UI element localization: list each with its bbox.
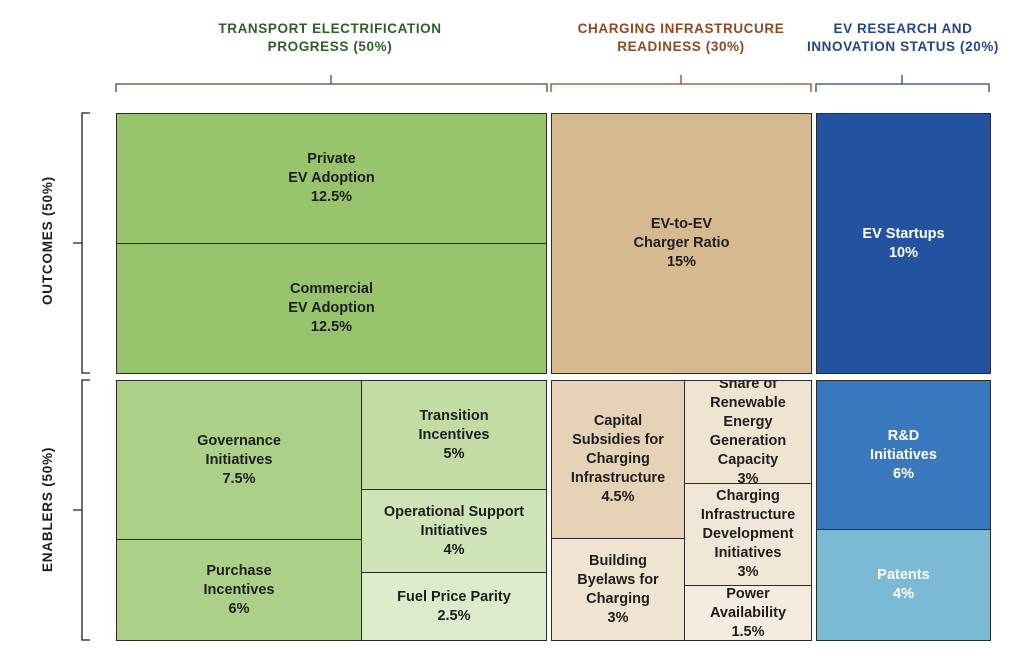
cell-label: Purchase Incentives 6%	[203, 562, 275, 617]
charging-bracket	[550, 75, 812, 92]
cell-label: Private EV Adoption 12.5%	[288, 151, 375, 205]
cell-label: Power Availability 1.5%	[709, 585, 787, 640]
cell-label: Capital Subsidies for Charging Infrastru…	[570, 413, 666, 505]
row-label-enablers: ENABLERS (50%)	[40, 446, 55, 572]
header-transport: TRANSPORT ELECTRIFICATION PROGRESS (50%)	[218, 21, 442, 54]
cell-label: Share of Renewable Energy Generation Cap…	[709, 380, 787, 484]
transport-bracket	[115, 75, 548, 92]
cell-label: Building Byelaws for Charging 3%	[577, 552, 659, 626]
row-label-outcomes: OUTCOMES (50%)	[40, 176, 55, 305]
cell-label: EV Startups 10%	[862, 225, 945, 261]
cell-label: EV-to-EV Charger Ratio 15%	[633, 216, 730, 270]
cell-label: Governance Initiatives 7.5%	[197, 432, 281, 487]
cell-label: Operational Support Initiatives 4%	[383, 503, 525, 558]
cell-purchase-incentives: Purchase Incentives 6%	[116, 539, 362, 641]
cell-governance-initiatives: Governance Initiatives 7.5%	[116, 380, 362, 540]
cell-fuel-price-parity: Fuel Price Parity 2.5%	[361, 572, 547, 641]
research-bracket	[815, 75, 990, 92]
cell-label: R&D Initiatives 6%	[870, 427, 937, 482]
cell-ev-startups: EV Startups 10%	[816, 113, 991, 374]
enablers-bracket	[73, 379, 90, 641]
cell-label: Transition Incentives 5%	[418, 407, 490, 462]
cell-building-byelaws: Building Byelaws for Charging 3%	[551, 538, 685, 641]
cell-patents: Patents 4%	[816, 529, 991, 641]
cell-operational-support: Operational Support Initiatives 4%	[361, 489, 547, 573]
cell-ev-charger-ratio: EV-to-EV Charger Ratio 15%	[551, 113, 812, 374]
cell-rnd-initiatives: R&D Initiatives 6%	[816, 380, 991, 530]
cell-capital-subsidies: Capital Subsidies for Charging Infrastru…	[551, 380, 685, 539]
cell-power-availability: Power Availability 1.5%	[684, 585, 812, 641]
header-charging: CHARGING INFRASTRUCURE READINESS (30%)	[577, 21, 785, 54]
cell-label: Patents 4%	[877, 567, 930, 602]
outcomes-bracket	[73, 112, 90, 374]
cell-transition-incentives: Transition Incentives 5%	[361, 380, 547, 490]
cell-renewable-share: Share of Renewable Energy Generation Cap…	[684, 380, 812, 484]
cell-private-ev-adoption: Private EV Adoption 12.5%	[116, 113, 547, 244]
cell-commercial-ev-adoption: Commercial EV Adoption 12.5%	[116, 243, 547, 374]
cell-label: Fuel Price Parity 2.5%	[397, 588, 511, 624]
cell-charging-infra-dev: Charging Infrastructure Development Init…	[684, 483, 812, 586]
header-research: EV RESEARCH AND INNOVATION STATUS (20%)	[806, 21, 1000, 54]
cell-label: Commercial EV Adoption 12.5%	[288, 281, 375, 335]
cell-label: Charging Infrastructure Development Init…	[700, 488, 796, 580]
